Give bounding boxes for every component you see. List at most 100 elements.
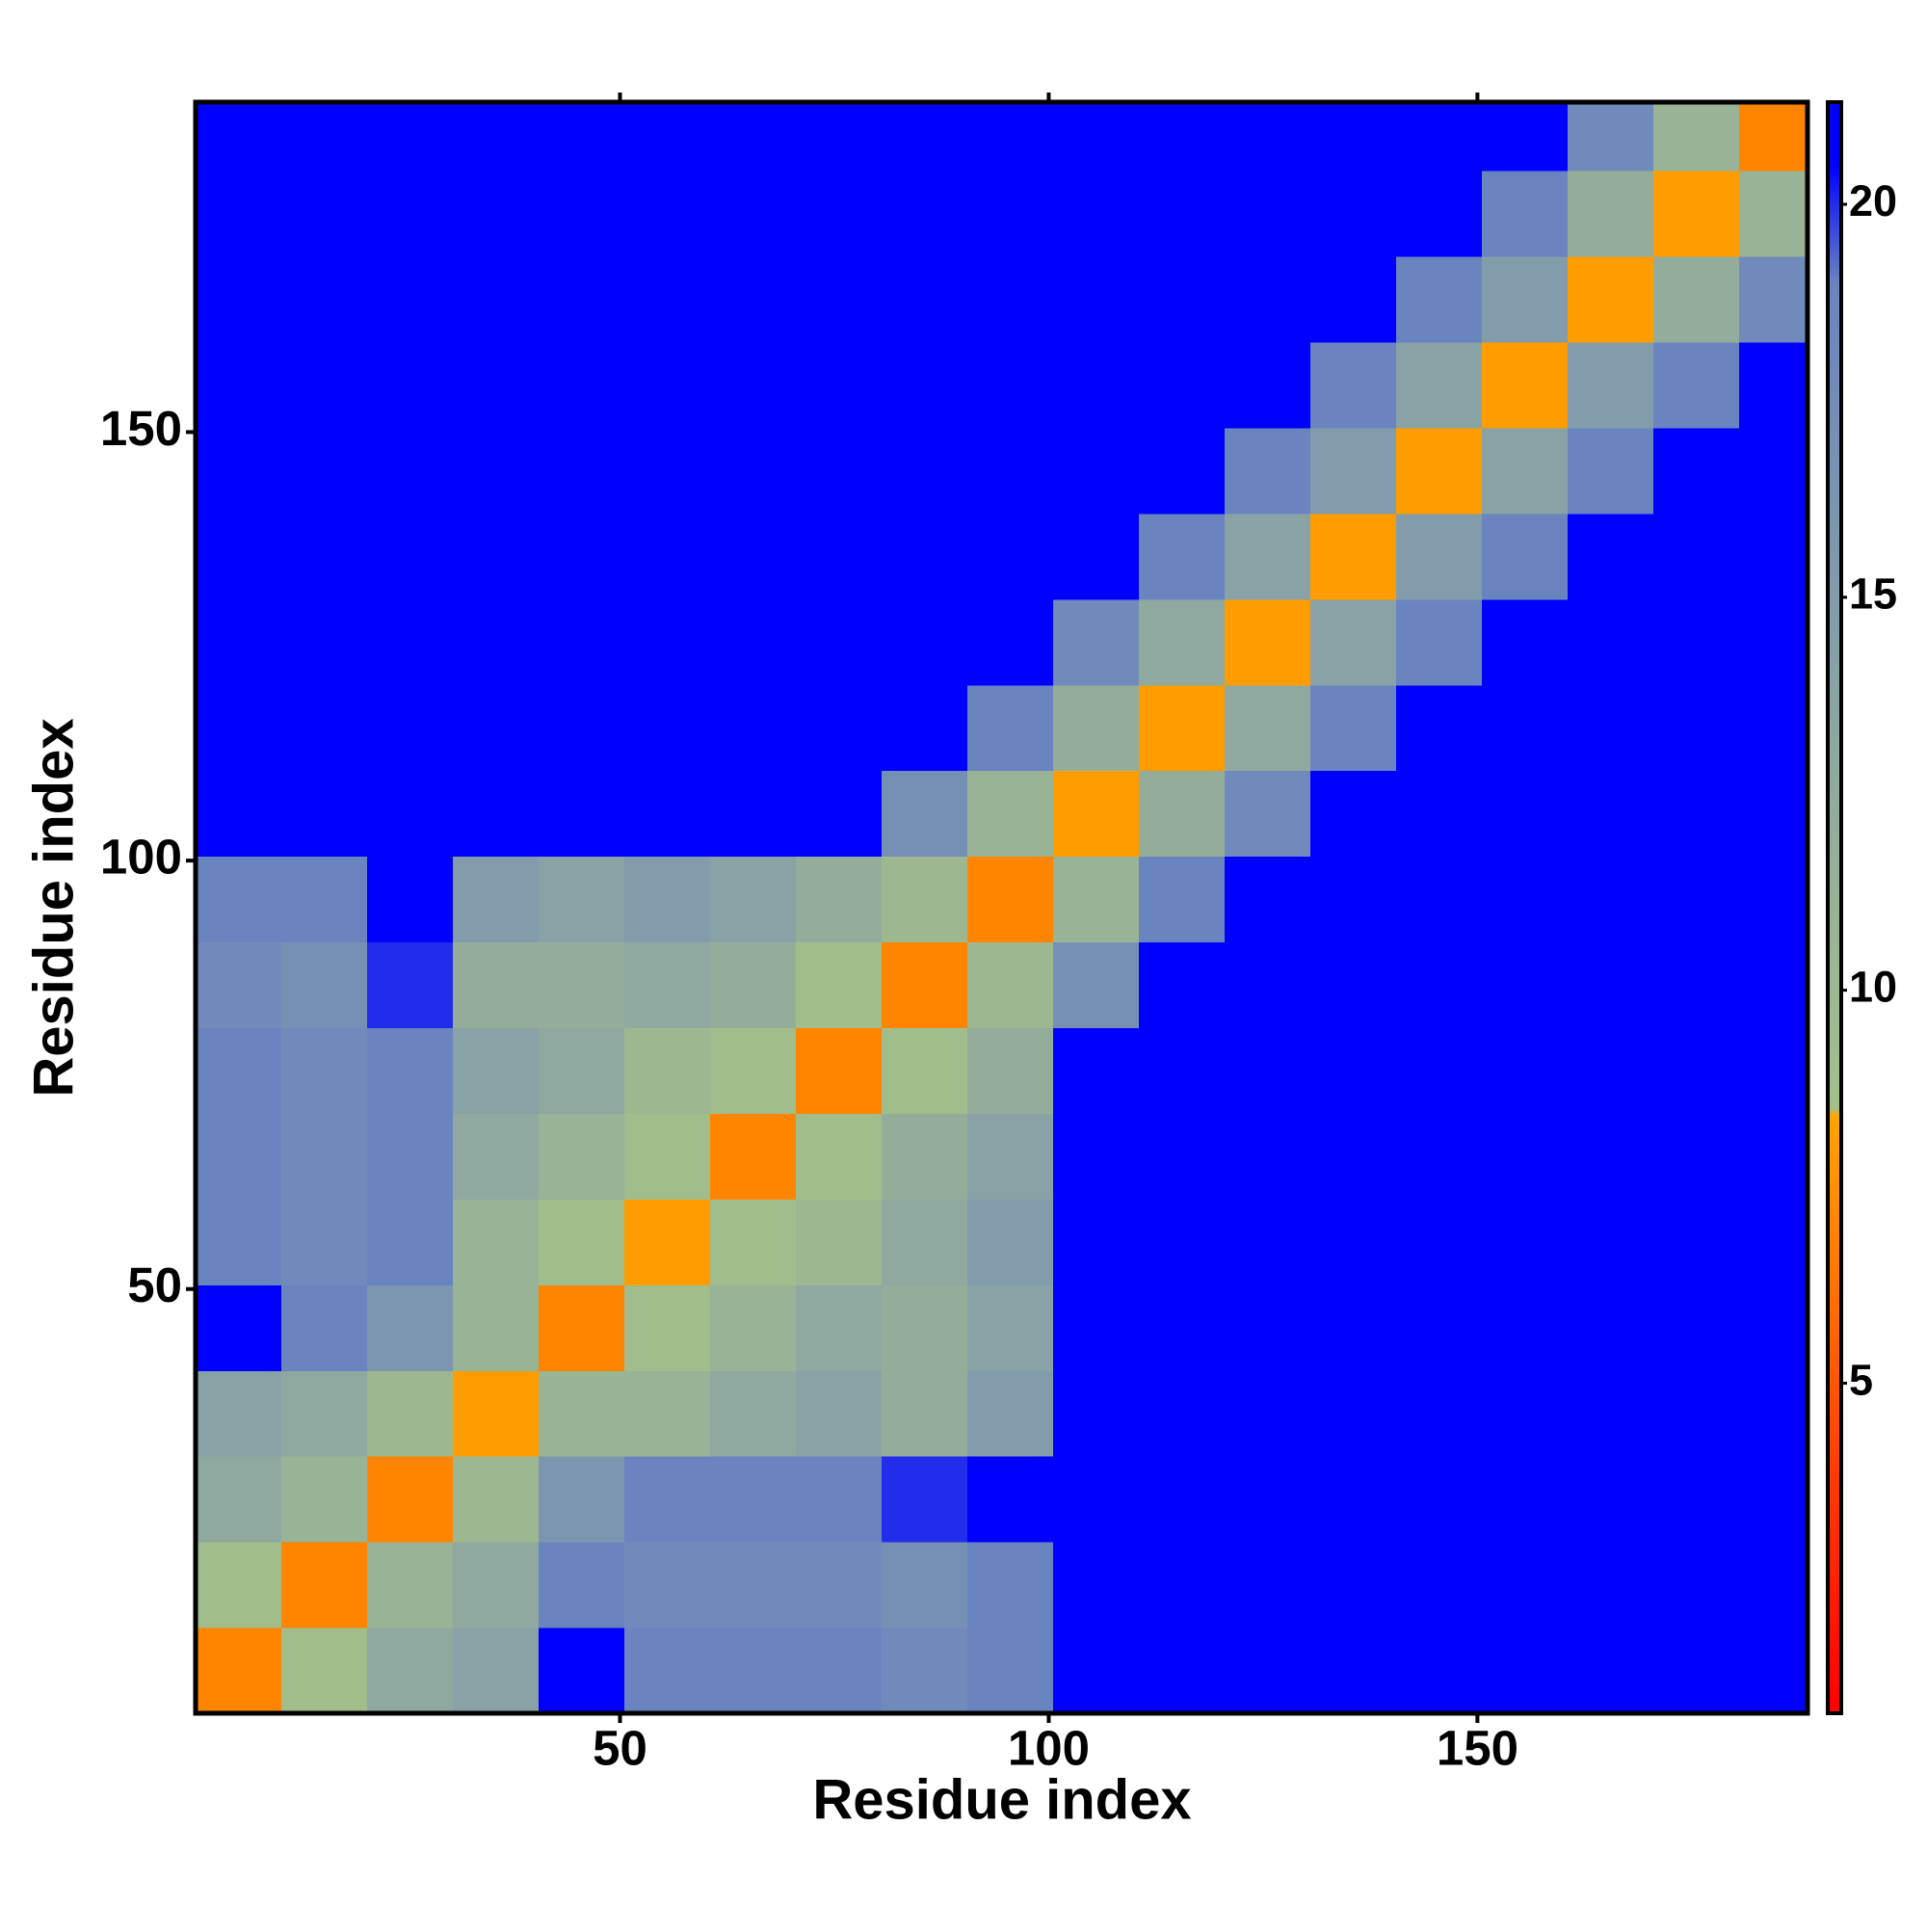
heatmap-cell: [881, 256, 968, 343]
heatmap-cell: [1224, 1628, 1311, 1714]
heatmap-cell: [280, 684, 368, 772]
heatmap-cell: [1395, 684, 1483, 772]
heatmap-cell: [1652, 1628, 1740, 1714]
heatmap-cell: [1224, 513, 1311, 600]
heatmap-cell: [1395, 941, 1483, 1029]
heatmap-cell: [1138, 102, 1226, 172]
heatmap-cell: [1738, 1456, 1808, 1543]
x-tick-label: 50: [593, 1720, 647, 1775]
heatmap-cell: [280, 427, 368, 515]
heatmap-cell: [538, 1370, 625, 1457]
heatmap-cell: [452, 513, 540, 600]
heatmap-cell: [1567, 102, 1654, 172]
heatmap-cell: [366, 1113, 454, 1200]
heatmap-cell: [1138, 1370, 1226, 1457]
heatmap-cell: [795, 1628, 883, 1714]
heatmap-cell: [1138, 941, 1226, 1029]
heatmap-cell: [623, 1113, 711, 1200]
heatmap-cell: [366, 941, 454, 1029]
heatmap-cell: [1224, 1456, 1311, 1543]
heatmap-cell: [538, 1628, 625, 1714]
heatmap-cell: [196, 684, 282, 772]
heatmap-cell: [366, 1370, 454, 1457]
heatmap-cell: [280, 256, 368, 343]
heatmap-cell: [623, 1542, 711, 1628]
heatmap-cell: [795, 1542, 883, 1628]
heatmap-cell: [966, 256, 1054, 343]
heatmap-cell: [452, 102, 540, 172]
heatmap-cell: [709, 684, 797, 772]
heatmap-cell: [452, 427, 540, 515]
heatmap-cell: [196, 1113, 282, 1200]
heatmap-cell: [709, 1199, 797, 1285]
heatmap-cell: [1138, 1284, 1226, 1371]
heatmap-cell: [1567, 1456, 1654, 1543]
heatmap-cell: [1395, 427, 1483, 515]
heatmap-cell: [1481, 513, 1569, 600]
heatmap-cell: [1224, 1370, 1311, 1457]
heatmap-cell: [196, 1199, 282, 1285]
heatmap-cell: [1567, 770, 1654, 858]
heatmap-cell: [452, 1456, 540, 1543]
heatmap-cell: [452, 1370, 540, 1457]
heatmap-cell: [966, 856, 1054, 943]
heatmap-cell: [795, 1199, 883, 1285]
heatmap-cell: [881, 684, 968, 772]
heatmap-cell: [538, 770, 625, 858]
heatmap-cell: [1138, 1027, 1226, 1114]
heatmap-cell: [1224, 1284, 1311, 1371]
heatmap-cell: [1309, 1628, 1397, 1714]
heatmap-cell: [1481, 256, 1569, 343]
heatmap-cell: [1481, 171, 1569, 257]
heatmap-cell: [1738, 1628, 1808, 1714]
heatmap-cell: [1309, 513, 1397, 600]
heatmap-cell: [280, 1199, 368, 1285]
heatmap-cell: [1652, 171, 1740, 257]
heatmap-cell: [196, 1628, 282, 1714]
heatmap-cell: [1052, 513, 1140, 600]
heatmap-cell: [623, 1370, 711, 1457]
heatmap-cell: [709, 1370, 797, 1457]
heatmap-cell: [709, 1628, 797, 1714]
heatmap-cell: [196, 1284, 282, 1371]
heatmap-cell: [280, 342, 368, 429]
heatmap-cell: [709, 1542, 797, 1628]
heatmap-cell: [452, 1027, 540, 1114]
heatmap-cell: [1309, 1542, 1397, 1628]
heatmap-cell: [1567, 1027, 1654, 1114]
heatmap-cell: [881, 1027, 968, 1114]
heatmap-cell: [795, 1370, 883, 1457]
heatmap-cell: [366, 684, 454, 772]
heatmap-cell: [1052, 598, 1140, 686]
heatmap-cell: [452, 856, 540, 943]
heatmap-cell: [1738, 1542, 1808, 1628]
heatmap-cell: [1138, 513, 1226, 600]
heatmap-cell: [1052, 342, 1140, 429]
heatmap-cell: [1138, 598, 1226, 686]
heatmap-cell: [196, 598, 282, 686]
heatmap-cell: [280, 941, 368, 1029]
heatmap-cell: [881, 856, 968, 943]
heatmap-cell: [196, 941, 282, 1029]
heatmap-cell: [366, 1542, 454, 1628]
heatmap-cell: [538, 513, 625, 600]
heatmap-cell: [1309, 1113, 1397, 1200]
heatmap-cell: [1052, 1370, 1140, 1457]
colorbar: [1826, 100, 1843, 1715]
heatmap-cell: [452, 1199, 540, 1285]
heatmap-cell: [538, 1199, 625, 1285]
heatmap-cell: [1224, 684, 1311, 772]
heatmap-cell: [366, 770, 454, 858]
heatmap-cell: [196, 1456, 282, 1543]
heatmap-cell: [1481, 1370, 1569, 1457]
heatmap-cell: [1738, 1113, 1808, 1200]
heatmap-cell: [1652, 1370, 1740, 1457]
heatmap-cell: [1567, 513, 1654, 600]
heatmap-cell: [709, 171, 797, 257]
heatmap-cell: [1138, 1456, 1226, 1543]
heatmap-cell: [1652, 1113, 1740, 1200]
heatmap-cell: [1052, 1113, 1140, 1200]
heatmap-cell: [1481, 770, 1569, 858]
heatmap-cell: [1395, 598, 1483, 686]
heatmap-cell: [1052, 256, 1140, 343]
